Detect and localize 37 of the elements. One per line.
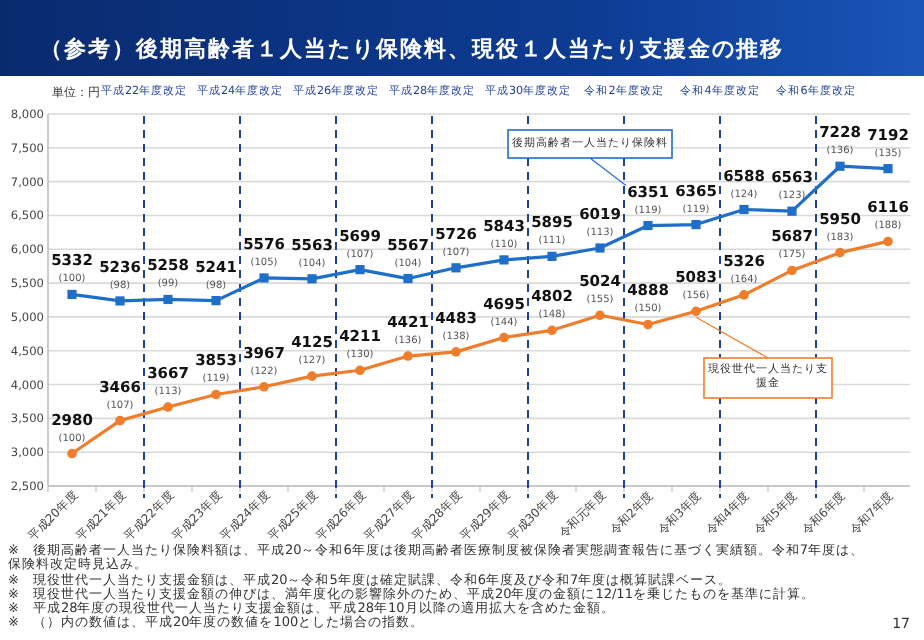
point — [835, 161, 845, 171]
point — [115, 296, 125, 306]
point — [451, 347, 461, 357]
point — [259, 381, 269, 392]
point — [547, 251, 557, 261]
point — [835, 247, 845, 258]
point — [787, 206, 797, 216]
point — [739, 290, 749, 300]
point — [547, 325, 557, 336]
point — [595, 243, 605, 253]
point — [403, 273, 413, 284]
point — [787, 265, 797, 276]
chart-title: （参考）後期高齢者１人当たり保険料、現役１人当たり支援金の推移 — [40, 36, 784, 62]
point — [403, 351, 413, 361]
point — [307, 274, 317, 284]
point — [451, 263, 461, 273]
point — [691, 306, 701, 317]
point — [355, 365, 365, 376]
point — [211, 389, 221, 400]
point — [739, 204, 749, 215]
point — [163, 402, 173, 412]
point — [643, 319, 653, 330]
point — [883, 164, 893, 174]
point — [211, 296, 221, 306]
point — [115, 415, 125, 426]
point — [307, 371, 317, 381]
point — [499, 332, 509, 343]
point — [595, 310, 605, 321]
point — [67, 289, 77, 300]
point — [163, 294, 173, 305]
point — [691, 219, 701, 230]
point — [259, 273, 269, 283]
point — [643, 220, 653, 231]
point — [499, 255, 509, 265]
point — [67, 448, 77, 459]
point — [355, 265, 365, 275]
point — [883, 236, 893, 247]
